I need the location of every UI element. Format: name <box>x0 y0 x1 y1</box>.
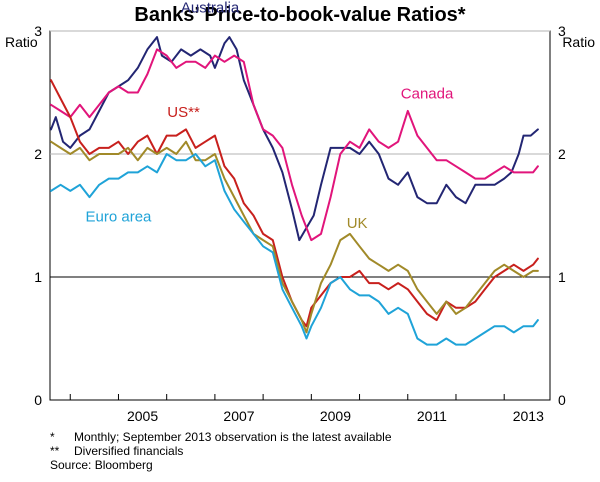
chart: Banks’ Price-to-book-value Ratios* Ratio… <box>5 0 595 424</box>
series-line-canada <box>50 48 539 242</box>
x-tick-label: 2013 <box>513 408 544 424</box>
x-tick-label: 2009 <box>320 408 351 424</box>
series-labels: Australia Canada US** UK Euro area <box>86 0 454 232</box>
series-line-uk <box>50 140 539 334</box>
source-note: Source: Bloomberg <box>50 458 153 472</box>
footnote-mark: ** <box>50 444 60 458</box>
y-tick-label-right: 1 <box>558 269 566 285</box>
series-line-euro-area <box>50 153 539 346</box>
y-tick-label-left: 1 <box>34 269 42 285</box>
x-axis-ticks: 2005 2007 2009 2011 2013 <box>69 394 544 424</box>
y-axis-ticks: 0 0 1 1 2 2 3 3 <box>34 23 566 408</box>
series-label: US** <box>167 104 200 121</box>
footnote-text: Monthly; September 2013 observation is t… <box>74 430 392 444</box>
y-tick-label-right: 3 <box>558 23 566 39</box>
x-tick-label: 2011 <box>417 408 447 424</box>
y-tick-label-left: 2 <box>34 146 42 162</box>
footnote-2: ** Diversified financials <box>50 444 590 458</box>
x-tick-label: 2007 <box>223 408 254 424</box>
left-axis-unit: Ratio <box>5 34 38 50</box>
series-lines <box>50 36 539 346</box>
footnotes: * Monthly; September 2013 observation is… <box>50 430 590 472</box>
series-label: Canada <box>401 86 454 103</box>
y-tick-label-left: 3 <box>34 23 42 39</box>
y-tick-label-right: 0 <box>558 392 566 408</box>
y-tick-label-left: 0 <box>34 392 42 408</box>
series-label: Euro area <box>86 209 153 226</box>
chart-title: Banks’ Price-to-book-value Ratios* <box>134 4 465 26</box>
series-label: UK <box>347 215 368 232</box>
footnote-text: Diversified financials <box>74 444 184 458</box>
right-axis-unit: Ratio <box>562 34 595 50</box>
y-tick-label-right: 2 <box>558 146 566 162</box>
series-label: Australia <box>181 0 240 17</box>
footnote-1: * Monthly; September 2013 observation is… <box>50 430 590 444</box>
x-tick-label: 2005 <box>127 408 158 424</box>
series-line-australia <box>50 36 539 242</box>
footnote-mark: * <box>50 430 55 444</box>
